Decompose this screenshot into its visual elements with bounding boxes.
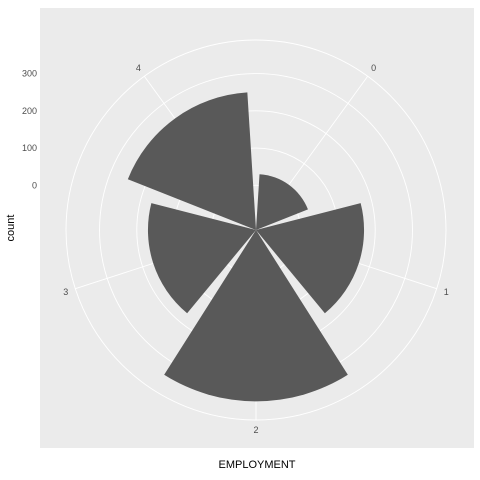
x-tick-labels: 0 1 2 3 4 [63,63,448,435]
x-tick-label-0: 0 [371,63,376,73]
y-tick-label-0: 0 [32,180,37,190]
bar-4 [127,92,256,231]
y-tick-label-300: 300 [22,69,37,79]
bar-2 [164,230,348,402]
y-tick-labels: 0 100 200 300 [22,69,37,191]
bars [127,92,365,402]
y-axis-title: count [5,215,17,242]
x-tick-label-3: 3 [63,287,68,297]
x-axis-title: EMPLOYMENT [218,459,295,471]
x-tick-label-1: 1 [444,287,449,297]
x-tick-label-2: 2 [253,425,258,435]
bar-0 [256,174,308,230]
bar-1 [256,203,365,314]
y-tick-label-100: 100 [22,143,37,153]
bar-3 [147,203,256,314]
y-tick-label-200: 200 [22,106,37,116]
x-tick-label-4: 4 [136,63,141,73]
